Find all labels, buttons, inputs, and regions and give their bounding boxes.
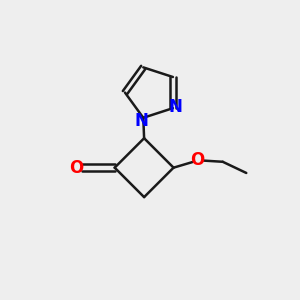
Text: N: N [169,98,183,116]
Text: O: O [69,159,83,177]
Text: N: N [135,112,149,130]
Text: O: O [190,151,205,169]
